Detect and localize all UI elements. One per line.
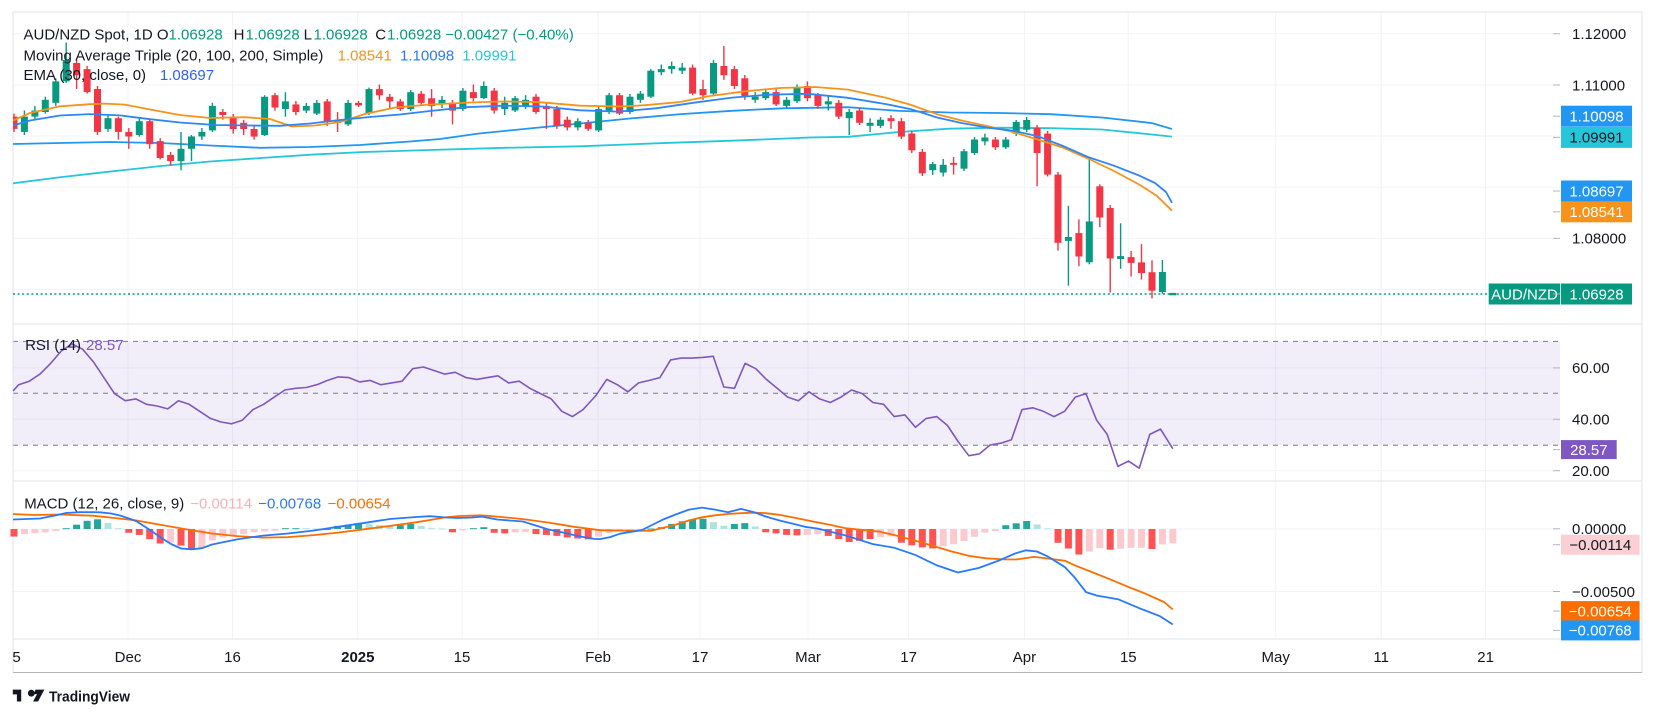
svg-text:1.11000: 1.11000 (1572, 77, 1625, 94)
svg-text:−0.00427 (−0.40%): −0.00427 (−0.40%) (445, 27, 573, 44)
svg-text:−0.00654: −0.00654 (1569, 603, 1632, 620)
svg-text:1.09991: 1.09991 (462, 48, 516, 65)
svg-text:40.00: 40.00 (1572, 412, 1610, 429)
svg-text:1.08541: 1.08541 (338, 48, 392, 65)
svg-text:O: O (157, 27, 169, 44)
svg-text:C: C (375, 27, 386, 44)
svg-text:H: H (234, 27, 245, 44)
svg-text:L: L (304, 27, 312, 44)
svg-text:1.06928: 1.06928 (1569, 286, 1623, 303)
svg-text:1.09991: 1.09991 (1569, 130, 1623, 147)
svg-text:5: 5 (12, 649, 20, 666)
svg-text:28.57: 28.57 (1570, 442, 1608, 459)
svg-text:Feb: Feb (585, 649, 611, 666)
svg-text:−0.00114: −0.00114 (1569, 537, 1631, 554)
svg-text:−0.00768: −0.00768 (1569, 623, 1632, 640)
svg-text:17: 17 (900, 649, 917, 666)
svg-text:−0.00500: −0.00500 (1572, 584, 1635, 601)
svg-text:1.12000: 1.12000 (1572, 26, 1626, 43)
svg-text:15: 15 (454, 649, 471, 666)
svg-text:EMA (30, close, 0): EMA (30, close, 0) (24, 67, 147, 84)
svg-text:−0.00114: −0.00114 (190, 496, 252, 513)
svg-text:60.00: 60.00 (1572, 360, 1610, 377)
svg-text:1.06928: 1.06928 (169, 27, 223, 44)
svg-text:1.10098: 1.10098 (1569, 109, 1623, 126)
svg-text:21: 21 (1477, 649, 1494, 666)
svg-text:28.57: 28.57 (86, 337, 124, 354)
svg-text:RSI (14): RSI (14) (25, 337, 81, 354)
svg-text:1.06928: 1.06928 (246, 27, 300, 44)
svg-text:−0.00768: −0.00768 (258, 496, 321, 513)
svg-text:1.08697: 1.08697 (1569, 183, 1623, 200)
svg-text:0.00000: 0.00000 (1572, 521, 1626, 538)
svg-text:Mar: Mar (795, 649, 821, 666)
svg-text:17: 17 (692, 649, 709, 666)
svg-text:AUD/NZD: AUD/NZD (1491, 286, 1558, 303)
svg-text:Dec: Dec (115, 649, 142, 666)
svg-text:1.10098: 1.10098 (400, 48, 454, 65)
svg-text:MACD (12, 26, close, 9): MACD (12, 26, close, 9) (24, 496, 184, 513)
svg-text:1.08000: 1.08000 (1572, 231, 1626, 248)
svg-text:1.06928: 1.06928 (314, 27, 368, 44)
svg-text:16: 16 (224, 649, 241, 666)
svg-text:TradingView: TradingView (49, 689, 130, 706)
svg-text:15: 15 (1120, 649, 1137, 666)
svg-text:1.06928: 1.06928 (387, 27, 441, 44)
svg-text:Moving Average Triple (20, 100: Moving Average Triple (20, 100, 200, Sim… (24, 48, 324, 65)
svg-text:May: May (1262, 649, 1291, 666)
svg-text:−0.00654: −0.00654 (328, 496, 391, 513)
svg-text:2025: 2025 (341, 649, 374, 666)
svg-text:AUD/NZD Spot, 1D: AUD/NZD Spot, 1D (24, 27, 153, 44)
svg-text:11: 11 (1373, 649, 1389, 666)
svg-text:20.00: 20.00 (1572, 463, 1610, 480)
svg-text:1.08697: 1.08697 (160, 67, 214, 84)
svg-text:Apr: Apr (1013, 649, 1036, 666)
svg-text:1.08541: 1.08541 (1569, 204, 1623, 221)
